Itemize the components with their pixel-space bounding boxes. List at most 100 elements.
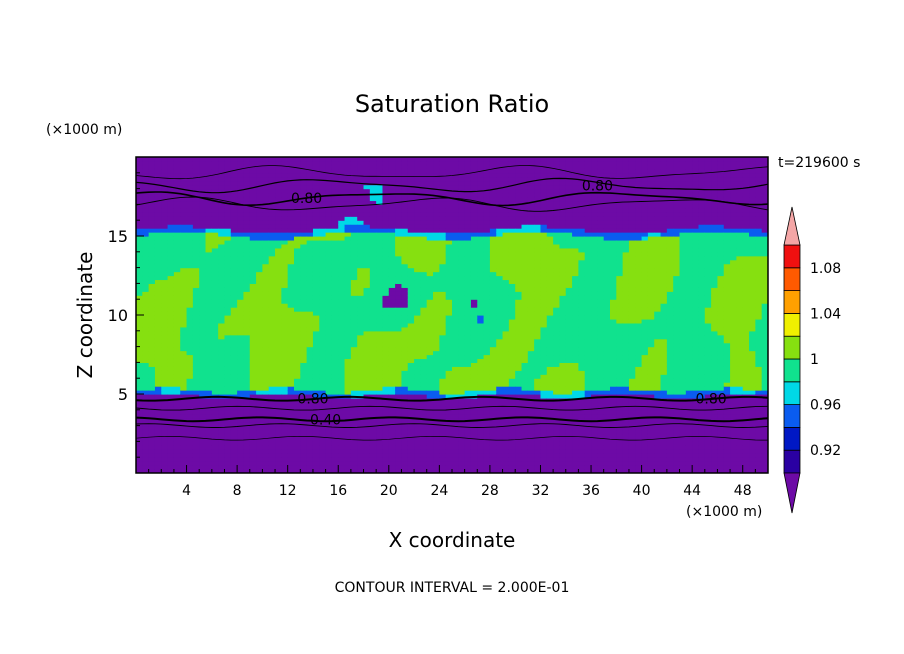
field-cell [154,338,162,344]
field-cell [205,362,213,367]
field-cell [294,307,301,312]
field-cell [306,251,314,257]
field-cell [376,386,384,391]
field-cell [186,378,194,383]
field-cell [256,192,263,198]
field-cell [502,196,510,202]
field-cell [319,378,327,383]
field-cell [287,196,295,202]
field-cell [224,362,232,367]
field-cell [407,216,415,221]
field-cell [464,465,472,470]
field-cell [224,441,232,446]
field-cell [344,196,352,202]
field-cell [483,338,491,344]
field-cell [319,184,327,190]
field-cell [483,354,491,360]
field-cell [331,461,339,466]
field-cell [268,255,276,261]
field-cell [515,157,523,162]
field-cell [420,239,428,245]
field-cell [483,334,491,340]
field-cell [142,342,150,348]
field-cell [344,457,352,462]
field-cell [243,247,251,253]
field-cell [395,279,403,284]
field-cell [382,287,390,292]
field-cell [312,212,320,217]
field-cell [173,326,181,332]
field-cell [199,429,207,435]
field-cell [477,453,485,458]
field-cell [470,429,478,435]
field-cell [243,362,251,367]
field-cell [224,315,232,320]
field-cell [407,267,415,273]
field-cell [496,212,504,217]
field-cell [363,176,371,182]
field-cell [502,259,510,265]
field-cell [515,326,523,332]
field-cell [445,287,453,292]
field-cell [300,441,308,446]
field-cell [268,157,276,162]
field-cell [312,208,320,213]
field-cell [192,247,200,253]
field-cell [148,433,156,439]
field-cell [470,287,478,292]
field-cell [357,303,365,308]
field-cell [521,354,529,360]
field-cell [136,160,143,166]
field-cell [414,251,421,257]
field-cell [483,204,491,209]
field-cell [426,303,434,308]
field-cell [388,279,396,284]
field-cell [508,212,516,217]
field-cell [192,200,200,205]
field-cell [199,390,207,395]
field-cell [218,267,226,273]
field-cell [515,318,523,324]
field-cell [192,315,200,320]
field-cell [186,263,194,269]
field-cell [319,275,327,281]
field-cell [452,200,459,205]
field-cell [312,453,320,458]
field-cell [173,263,181,269]
field-cell [325,425,333,431]
field-cell [521,255,529,261]
field-cell [186,350,194,356]
field-cell [458,275,466,281]
field-cell [483,303,491,308]
field-cell [281,433,289,439]
field-cell [439,180,447,186]
field-cell [287,216,295,221]
field-cell [407,247,415,253]
field-cell [154,315,162,320]
field-cell [420,370,428,375]
field-cell [515,255,523,261]
field-cell [470,390,478,395]
field-cell [237,445,245,450]
field-cell [470,469,478,473]
field-cell [224,271,232,277]
field-cell [344,315,352,320]
field-cell [489,386,497,391]
field-cell [237,311,245,316]
field-cell [243,449,251,454]
field-cell [275,255,282,261]
field-cell [237,172,245,178]
field-cell [230,160,238,166]
field-cell [287,453,295,458]
field-cell [262,318,270,324]
field-cell [167,176,175,182]
field-cell [414,228,421,233]
field-cell [325,386,333,391]
field-cell [464,263,472,269]
field-cell [167,200,175,205]
field-cell [161,180,169,186]
field-cell [401,208,409,213]
field-cell [452,457,459,462]
field-cell [376,429,384,435]
field-cell [464,346,472,352]
